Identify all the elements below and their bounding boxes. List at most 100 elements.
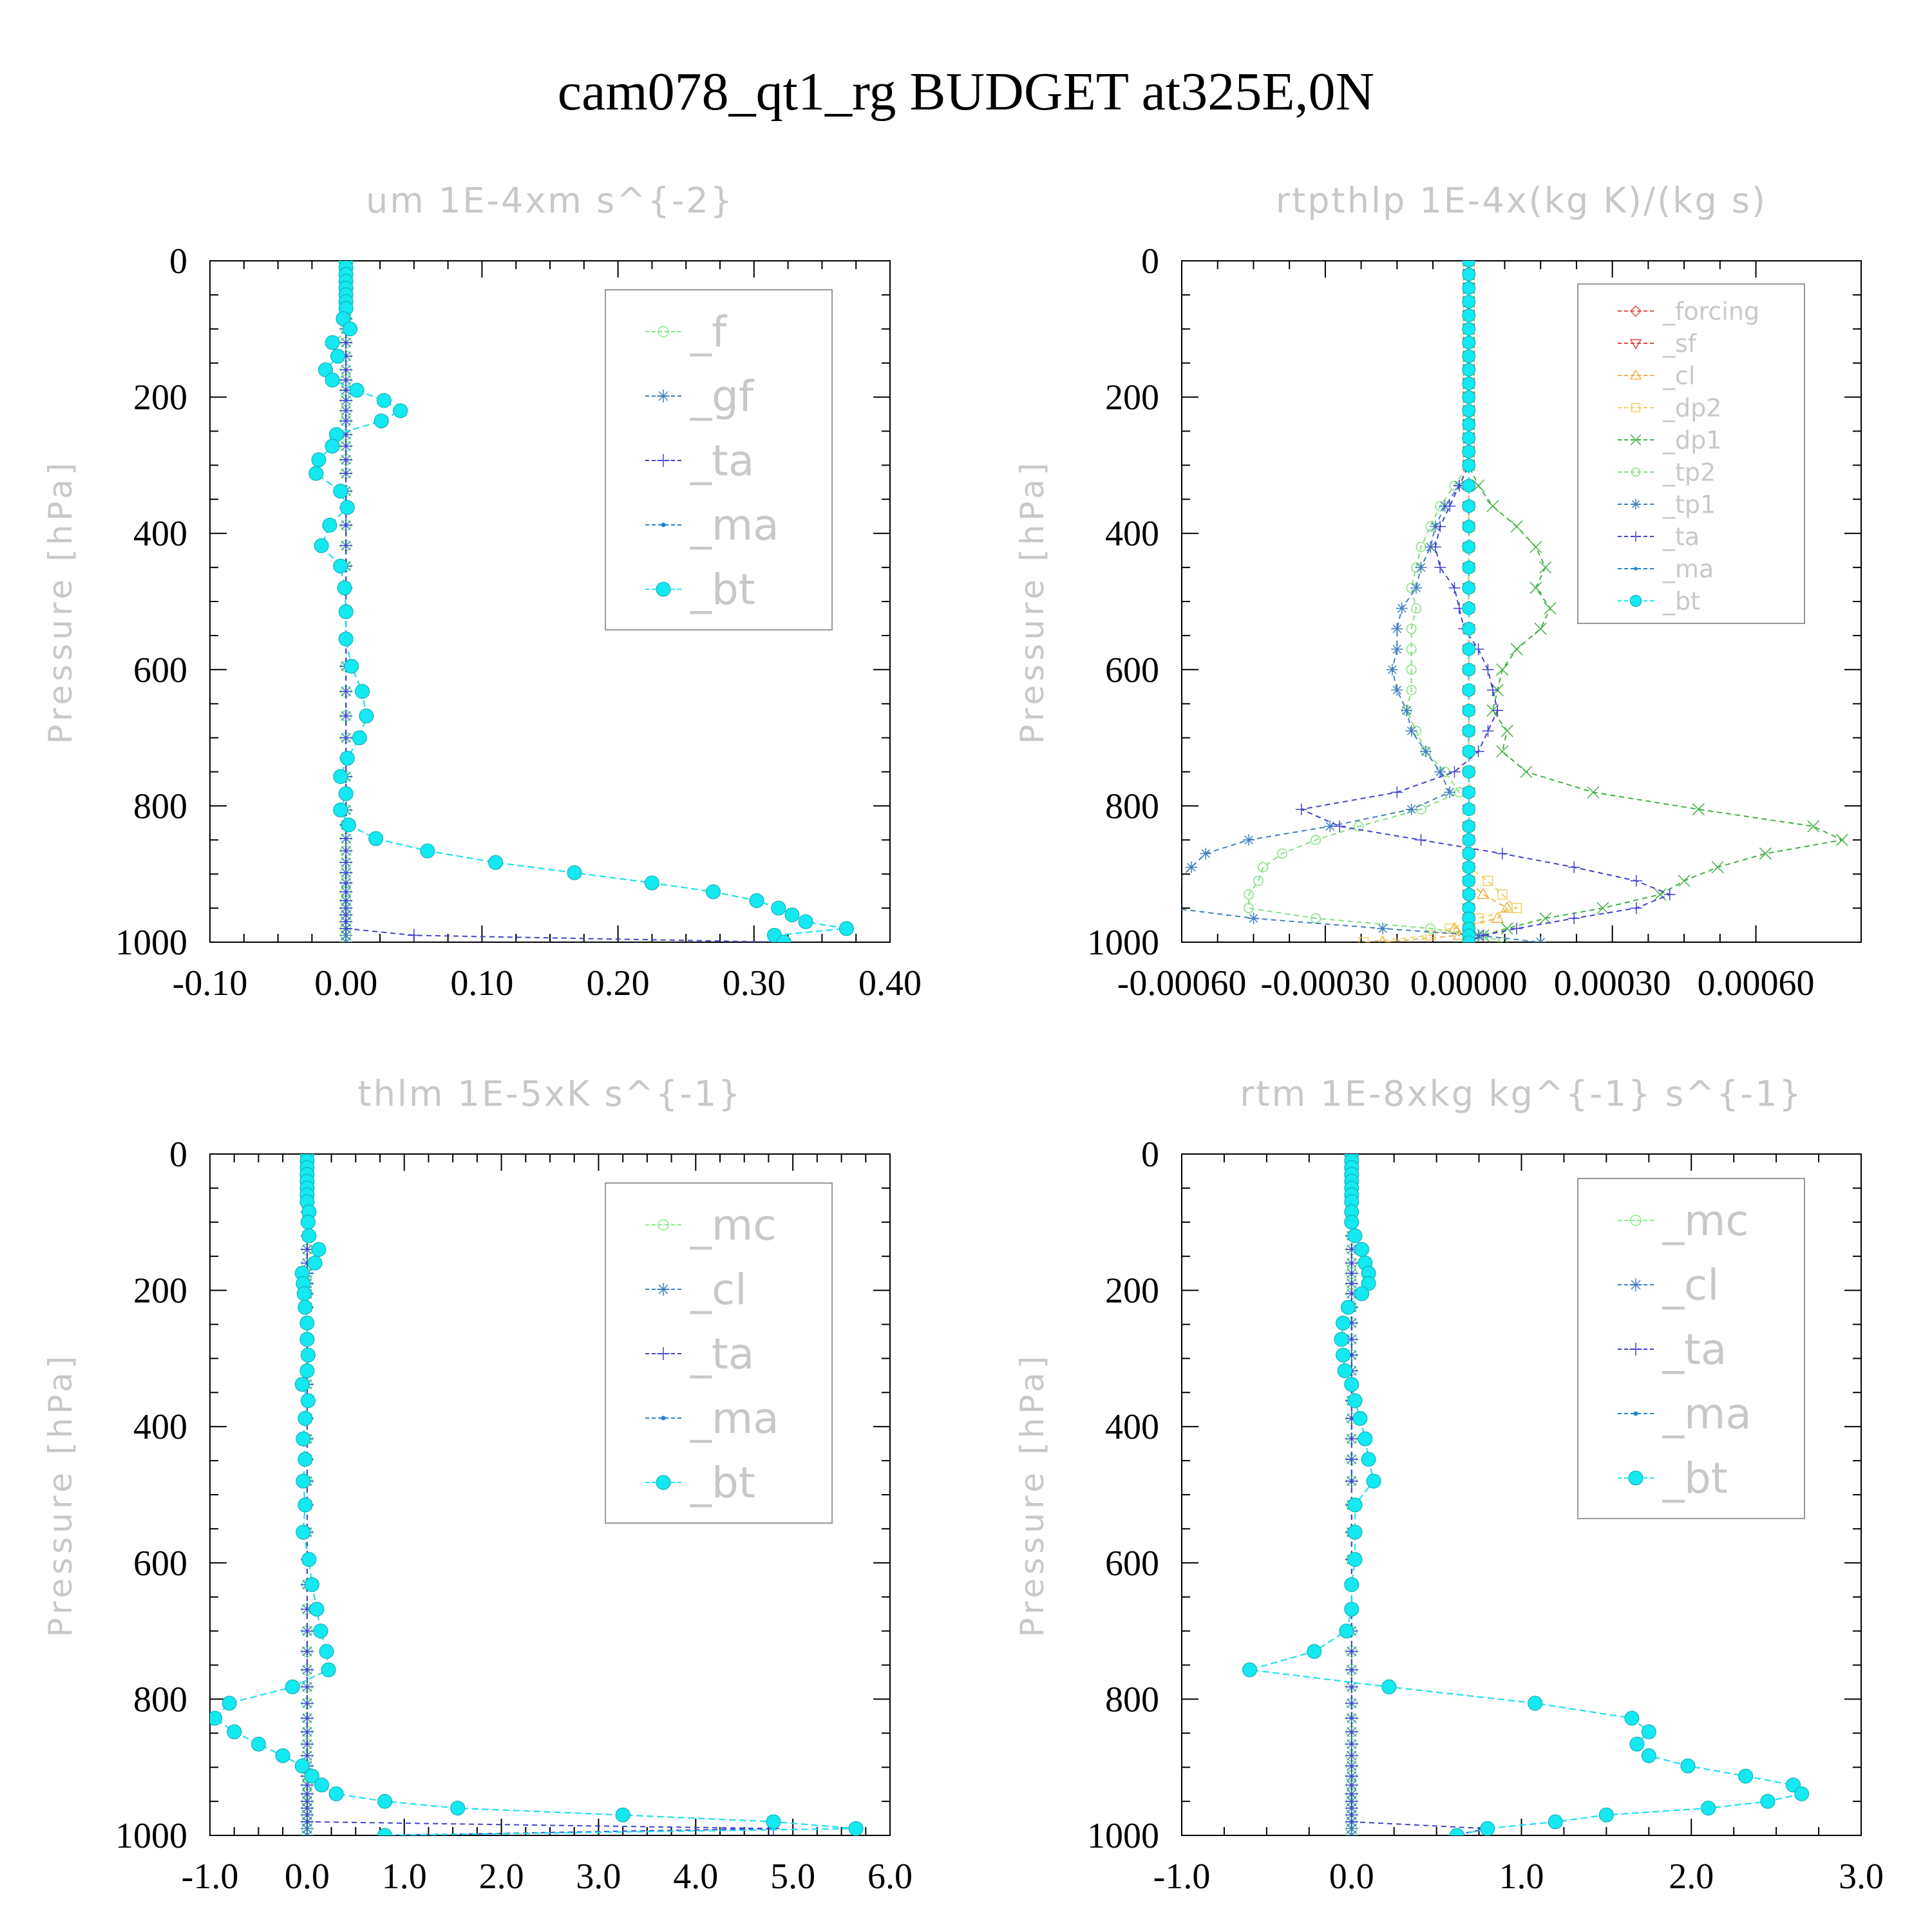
data-point-bt [1462, 724, 1476, 738]
data-point-ta [300, 1645, 314, 1658]
data-point-ta [1345, 1432, 1358, 1446]
data-point-bt [1462, 520, 1476, 534]
data-point-tp2 [1277, 848, 1287, 859]
data-point-bt [1629, 1736, 1645, 1752]
data-point-dp1 [1711, 861, 1724, 874]
legend-box [1577, 1178, 1805, 1519]
data-point-tp1 [1157, 889, 1168, 900]
data-point-bt [1462, 349, 1476, 363]
data-point-bt [298, 1497, 313, 1513]
legend-entry: _gf [690, 372, 755, 421]
data-point-ta [339, 922, 353, 935]
x-tick-label: -0.00030 [1261, 963, 1390, 1003]
legend-marker [1631, 531, 1641, 542]
data-point-bt [314, 1777, 329, 1793]
data-point-ta [1444, 500, 1456, 512]
y-tick-label: 200 [133, 1271, 187, 1311]
data-point-bt [420, 843, 435, 858]
data-point-cl [1378, 935, 1387, 942]
panel-title: rtpthlp 1E-4x(kg K)/(kg s) [1276, 180, 1767, 221]
data-point-ta [1448, 766, 1461, 778]
legend-marker [656, 1475, 671, 1490]
data-point-cl [1476, 887, 1490, 899]
data-point-tp1 [1324, 820, 1336, 833]
data-point-bt [766, 1814, 781, 1830]
data-point-tp1 [1401, 705, 1413, 717]
y-tick-label: 200 [1105, 1271, 1159, 1311]
x-tick-label: -0.10 [173, 963, 248, 1003]
data-point-dp1 [1530, 582, 1542, 594]
x-tick-label: 0.00060 [1698, 963, 1815, 1003]
legend: _forcing _sf _cl _dp2 _dp1 _tp2 _tp1 _ta _ma _bt [1577, 283, 1805, 624]
legend-marker [1631, 402, 1641, 413]
legend-entry: _sf [1662, 329, 1698, 357]
data-point-bt [325, 439, 340, 454]
y-tick-label: 1000 [115, 923, 187, 963]
y-tick-label: 800 [1105, 1680, 1159, 1719]
data-point-dp1 [1496, 745, 1509, 758]
data-point-ta [1345, 1815, 1358, 1828]
data-point-tp1 [1434, 766, 1446, 778]
data-point-bt [1462, 935, 1476, 942]
data-point-bt [328, 1786, 344, 1801]
data-point-bt [304, 1768, 319, 1784]
y-axis-label: Pressure [hPa] [42, 1352, 79, 1638]
data-point-tp1 [1410, 582, 1423, 594]
data-point-bt [309, 1602, 325, 1617]
data-point-bt [377, 1828, 393, 1835]
data-point-bt [339, 500, 355, 515]
data-point-bt [1347, 1393, 1363, 1408]
data-point-bt [1366, 1473, 1381, 1489]
data-point-bt [299, 1332, 315, 1347]
legend-box [605, 1182, 833, 1524]
figure-title: cam078_qt1_rg BUDGET at325E,0N [558, 62, 1374, 122]
data-point-ta [1334, 820, 1346, 833]
data-point-dp2 [1497, 889, 1508, 900]
data-point-bt [1347, 1552, 1363, 1567]
data-point-bt [1480, 1821, 1495, 1835]
data-point-bt [1598, 1807, 1614, 1823]
y-axis-label: Pressure [hPa] [1014, 1352, 1051, 1638]
data-point-tp2 [1406, 644, 1417, 655]
data-point-ta [1391, 786, 1403, 799]
data-point-ta [300, 1663, 314, 1676]
data-point-bt [333, 558, 348, 574]
data-point-bt [1462, 860, 1476, 875]
data-point-bt [1462, 390, 1476, 404]
data-point-bt [1462, 308, 1476, 323]
data-point-dp2 [1358, 937, 1369, 942]
data-point-ta [1345, 1645, 1358, 1658]
data-point-cl [300, 1829, 314, 1835]
data-point-bt [1354, 1286, 1370, 1302]
data-point-dp1 [1544, 602, 1557, 615]
x-tick-label: -1.0 [182, 1857, 239, 1897]
data-point-cl [1345, 1829, 1358, 1835]
legend-marker [657, 454, 670, 467]
data-point-bt [1462, 431, 1476, 445]
panel-title: um 1E-4xm s^{-2} [366, 180, 734, 221]
data-point-tp1 [1166, 902, 1178, 914]
data-point-bt [330, 348, 346, 364]
data-point-bt [1462, 833, 1476, 847]
data-point-bt [1548, 1814, 1563, 1830]
data-point-bt [1339, 1624, 1354, 1639]
legend-entry: _ma [1662, 1389, 1752, 1439]
data-point-bt [1336, 1315, 1351, 1331]
data-point-bt [1242, 1662, 1257, 1678]
data-point-bt [1381, 1679, 1397, 1694]
data-point-bt [376, 393, 392, 408]
data-point-bt [1340, 1300, 1356, 1315]
legend-entry: _f [690, 307, 728, 357]
data-point-bt [325, 372, 340, 388]
data-point-bt [210, 1710, 223, 1726]
legend-marker [1629, 594, 1642, 607]
data-point-bt [1624, 1710, 1640, 1726]
data-point-bt [776, 934, 791, 942]
data-point-bt [1462, 802, 1476, 817]
data-point-bt [308, 466, 324, 481]
legend-marker [658, 326, 669, 337]
legend-marker [1629, 1278, 1642, 1291]
legend-marker [658, 1219, 669, 1231]
legend-marker [1629, 305, 1642, 317]
data-point-dp1 [1496, 663, 1509, 676]
